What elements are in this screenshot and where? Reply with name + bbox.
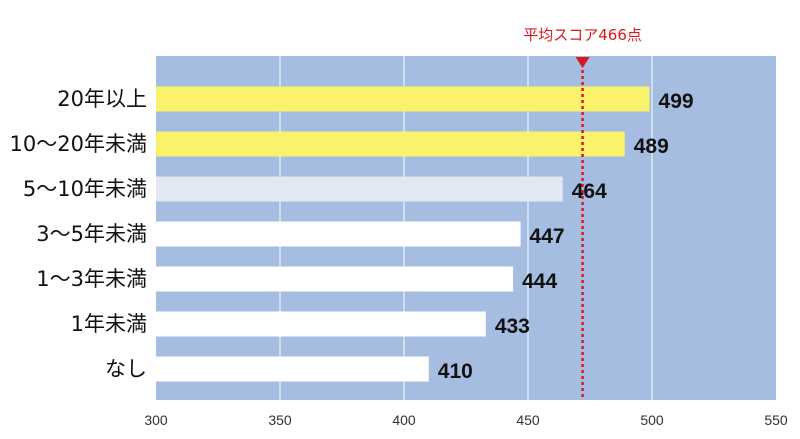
data-label: 499 xyxy=(659,90,694,113)
x-tick-label: 450 xyxy=(516,412,540,428)
category-label: 10〜20年未満 xyxy=(10,132,147,156)
value-labels: 499 489 464 447 444 433 410 xyxy=(438,90,694,383)
bar xyxy=(156,176,563,202)
data-label: 447 xyxy=(530,225,565,248)
category-label: なし xyxy=(105,357,147,381)
data-label: 464 xyxy=(572,180,607,203)
category-label: 1年未満 xyxy=(71,312,147,336)
data-label: 433 xyxy=(495,315,530,338)
average-label: 平均スコア466点 xyxy=(523,26,642,44)
bar xyxy=(156,311,486,337)
bar xyxy=(156,266,514,292)
category-label: 20年以上 xyxy=(57,87,147,111)
category-label: 5〜10年未満 xyxy=(23,177,147,201)
bar xyxy=(156,131,625,157)
x-tick-label: 500 xyxy=(640,412,664,428)
category-label: 1〜3年未満 xyxy=(36,267,147,291)
x-tick-label: 400 xyxy=(392,412,416,428)
x-tick-label: 550 xyxy=(764,412,788,428)
bar xyxy=(156,221,521,247)
x-tick-label: 350 xyxy=(268,412,292,428)
data-label: 410 xyxy=(438,360,473,383)
category-label: 3〜5年未満 xyxy=(36,222,147,246)
data-label: 444 xyxy=(522,270,557,293)
x-axis-ticks: 300 350 400 450 500 550 xyxy=(144,412,788,428)
average-marker-icon xyxy=(575,57,590,68)
bar xyxy=(156,356,429,382)
bar xyxy=(156,86,650,112)
x-tick-label: 300 xyxy=(144,412,168,428)
data-label: 489 xyxy=(634,135,669,158)
bars xyxy=(156,86,650,382)
